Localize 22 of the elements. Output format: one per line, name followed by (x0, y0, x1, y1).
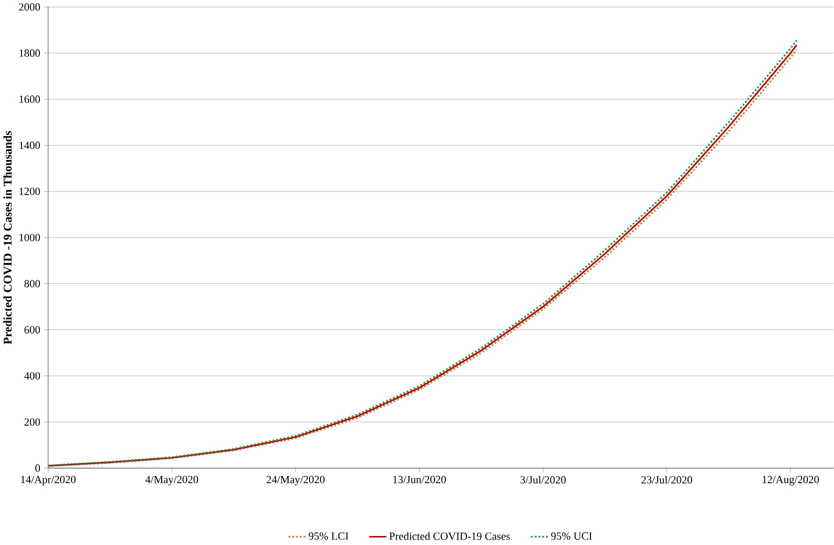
legend-label: 95% UCI (551, 532, 592, 540)
y-tick-label: 0 (35, 464, 40, 472)
legend-label: Predicted COVID-19 Cases (389, 532, 510, 540)
y-tick-label: 1600 (20, 95, 40, 103)
y-axis-title: Predicted COVID -19 Cases in Thousands (3, 130, 12, 344)
x-tick-label: 4/May/2020 (145, 476, 198, 486)
y-tick-label: 1000 (20, 234, 40, 242)
y-tick-label: 1400 (20, 142, 40, 149)
y-tick-label: 800 (24, 280, 40, 288)
x-tick-label: 13/Jun/2020 (393, 476, 446, 484)
y-tick-label: 200 (24, 418, 40, 426)
x-tick-label: 3/Jul/2020 (520, 476, 566, 484)
y-tick-label: 600 (24, 326, 40, 334)
x-tick-label: 14/Apr/2020 (21, 476, 76, 486)
y-tick-label: 2000 (19, 3, 40, 11)
y-tick-label: 400 (24, 372, 40, 380)
x-tick-label: 12/Aug/2020 (762, 476, 819, 486)
y-tick-label: 1800 (20, 49, 40, 57)
legend-label: 95% LCI (308, 532, 348, 540)
x-tick-label: 23/Jul/2020 (641, 476, 692, 484)
y-tick-label: 1200 (20, 188, 40, 195)
x-tick-label: 24/May/2020 (266, 476, 325, 486)
